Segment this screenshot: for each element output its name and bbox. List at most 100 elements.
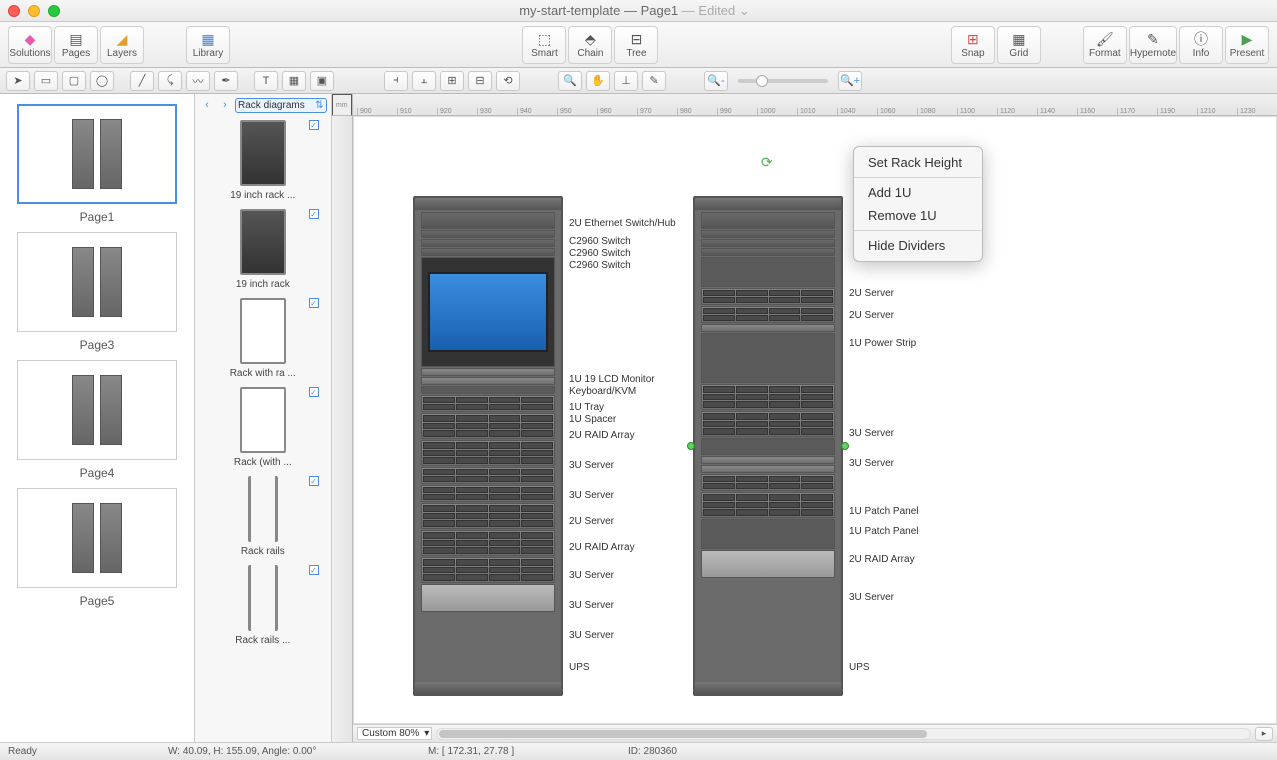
rack1-server-6[interactable] [421, 557, 555, 583]
text-tool[interactable]: T [254, 71, 278, 91]
drawing-canvas[interactable]: ⟳ 2U Ethernet Switch/HubC2960 SwitchC296… [353, 116, 1277, 724]
rack-1[interactable] [413, 196, 563, 696]
rack2-powerstrip[interactable] [701, 324, 835, 332]
hand-tool[interactable]: ✋ [586, 71, 610, 91]
rack2-server-2[interactable] [701, 306, 835, 323]
zoom-tool[interactable]: 🔍 [558, 71, 582, 91]
rack-2[interactable] [693, 196, 843, 696]
page-thumbnail[interactable]: Page3 [0, 232, 194, 352]
rack1-raid-1[interactable] [421, 395, 555, 412]
rack1-server-1[interactable] [421, 413, 555, 439]
rack2-blank-4[interactable] [701, 519, 835, 549]
horizontal-scrollbar[interactable] [436, 728, 1251, 740]
tree-button[interactable]: ⊟Tree [614, 26, 658, 64]
zoom-out-button[interactable]: 🔍- [704, 71, 728, 91]
rack1-server-4[interactable] [421, 503, 555, 529]
present-button[interactable]: ▶Present [1225, 26, 1269, 64]
snap-button[interactable]: ⊞Snap [951, 26, 995, 64]
ctx-remove-1u[interactable]: Remove 1U [854, 204, 982, 227]
rack2-server-1[interactable] [701, 288, 835, 305]
curve-tool[interactable]: 〰 [186, 71, 210, 91]
ungroup-tool[interactable]: ⊟ [468, 71, 492, 91]
rack2-ups[interactable] [701, 550, 835, 578]
pages-button[interactable]: ▤Pages [54, 26, 98, 64]
zoom-slider[interactable] [738, 79, 828, 83]
checkbox-icon[interactable]: ✓ [309, 120, 319, 130]
maximize-icon[interactable] [48, 5, 60, 17]
rack1-server-5[interactable] [421, 530, 555, 556]
rotate-tool[interactable]: ⟲ [496, 71, 520, 91]
rack2-switch[interactable] [701, 212, 835, 229]
chevron-down-icon[interactable]: ⌄ [739, 3, 750, 18]
rack2-sw-3[interactable] [701, 248, 835, 256]
library-item[interactable]: ✓19 inch rack [199, 209, 327, 290]
rack1-kvm[interactable] [421, 368, 555, 376]
rack2-blank-2[interactable] [701, 333, 835, 383]
rack1-c2960-1[interactable] [421, 230, 555, 238]
library-item[interactable]: ✓19 inch rack ... [199, 120, 327, 201]
grid-button[interactable]: ▦Grid [997, 26, 1041, 64]
line-tool[interactable]: ╱ [130, 71, 154, 91]
table-tool[interactable]: ▦ [282, 71, 306, 91]
checkbox-icon[interactable]: ✓ [309, 565, 319, 575]
rack1-ups[interactable] [421, 584, 555, 612]
pen-tool[interactable]: ✒ [214, 71, 238, 91]
eyedropper-tool[interactable]: ✎ [642, 71, 666, 91]
rack1-c2960-2[interactable] [421, 239, 555, 247]
group-tool[interactable]: ⊞ [440, 71, 464, 91]
library-item[interactable]: ✓Rack rails [199, 476, 327, 557]
stamp-tool[interactable]: ⊥ [614, 71, 638, 91]
rack1-c2960-3[interactable] [421, 248, 555, 256]
rect-select-tool[interactable]: ▭ [34, 71, 58, 91]
format-button[interactable]: 🖌Format [1083, 26, 1127, 64]
smart-button[interactable]: ⬚Smart [522, 26, 566, 64]
arc-tool[interactable]: ⤹ [158, 71, 182, 91]
info-button[interactable]: ⓘInfo [1179, 26, 1223, 64]
rack2-blank-1[interactable] [701, 257, 835, 287]
hypernote-button[interactable]: ✎Hypernote [1129, 26, 1177, 64]
page-thumbnail[interactable]: Page1 [0, 104, 194, 224]
selection-handle-right[interactable] [841, 442, 849, 450]
page-thumbnail[interactable]: Page4 [0, 360, 194, 480]
layers-button[interactable]: ◢Layers [100, 26, 144, 64]
rack1-raid-2[interactable] [421, 485, 555, 502]
pointer-tool[interactable]: ➤ [6, 71, 30, 91]
close-icon[interactable] [8, 5, 20, 17]
rack2-server-3[interactable] [701, 384, 835, 410]
ellipse-tool[interactable]: ◯ [90, 71, 114, 91]
distribute-tool[interactable]: ⫠ [412, 71, 436, 91]
ctx-hide-dividers[interactable]: Hide Dividers [854, 234, 982, 257]
library-category-select[interactable]: Rack diagrams ⇅ [235, 98, 327, 113]
checkbox-icon[interactable]: ✓ [309, 298, 319, 308]
rack2-sw-1[interactable] [701, 230, 835, 238]
rect-tool[interactable]: ▢ [62, 71, 86, 91]
chain-button[interactable]: ⬘Chain [568, 26, 612, 64]
zoom-select[interactable]: Custom 80% ▾ [357, 727, 432, 740]
solutions-button[interactable]: ◆Solutions [8, 26, 52, 64]
rack2-sw-2[interactable] [701, 239, 835, 247]
library-item[interactable]: ✓Rack rails ... [199, 565, 327, 646]
rack2-server-5[interactable] [701, 492, 835, 518]
rack1-server-2[interactable] [421, 440, 555, 466]
library-button[interactable]: ▦Library [186, 26, 230, 64]
image-tool[interactable]: ▣ [310, 71, 334, 91]
lib-back-button[interactable]: ‹ [199, 97, 215, 113]
rack1-spacer[interactable] [421, 386, 555, 394]
align-tool[interactable]: ⫞ [384, 71, 408, 91]
rack2-patch-2[interactable] [701, 465, 835, 473]
rack2-blank-3[interactable] [701, 438, 835, 455]
library-item[interactable]: ✓Rack (with ... [199, 387, 327, 468]
rack1-tray[interactable] [421, 377, 555, 385]
rack1-server-3[interactable] [421, 467, 555, 484]
page-nav-button[interactable]: ▸ [1255, 727, 1273, 741]
rotate-handle-icon[interactable]: ⟳ [761, 154, 775, 168]
rack2-server-4[interactable] [701, 411, 835, 437]
checkbox-icon[interactable]: ✓ [309, 476, 319, 486]
rack2-raid[interactable] [701, 474, 835, 491]
rack1-lcd-monitor[interactable] [421, 257, 555, 367]
lib-fwd-button[interactable]: › [217, 97, 233, 113]
library-item[interactable]: ✓Rack with ra ... [199, 298, 327, 379]
selection-handle-left[interactable] [687, 442, 695, 450]
ctx-add-1u[interactable]: Add 1U [854, 181, 982, 204]
page-thumbnail[interactable]: Page5 [0, 488, 194, 608]
